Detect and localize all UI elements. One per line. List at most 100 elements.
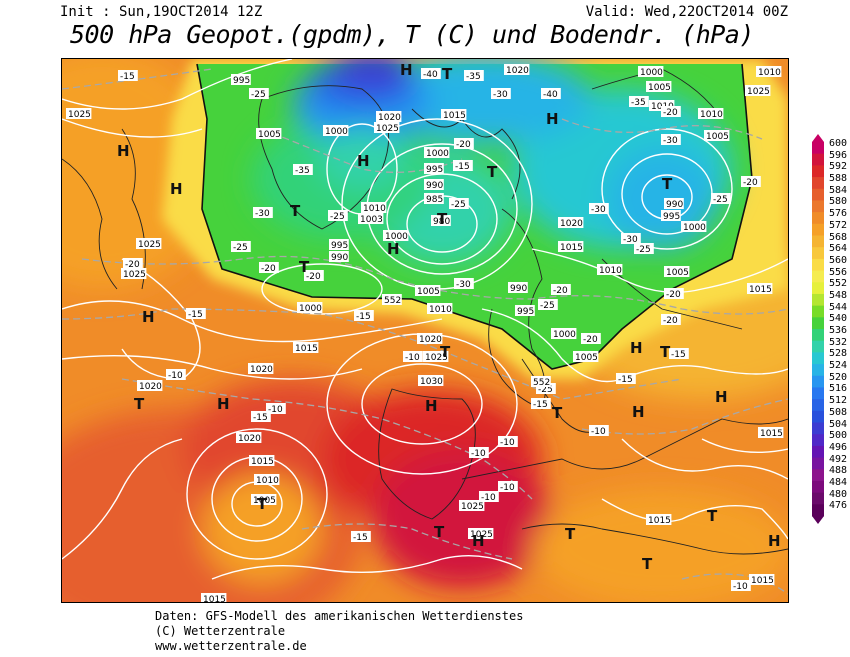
temperature-label: -15 — [186, 308, 206, 320]
pressure-label-box — [201, 593, 227, 602]
pressure-label: 980 — [431, 215, 451, 227]
pressure-label-box — [417, 333, 443, 344]
temperature-label-text: -30 — [456, 280, 471, 290]
pressure-label-text: 1010 — [758, 68, 781, 78]
pressure-label-text: 1020 — [139, 382, 162, 392]
pressure-label: 1005 — [704, 130, 730, 142]
pressure-label-text: 1000 — [640, 68, 663, 78]
pressure-label-text: 1000 — [426, 149, 449, 159]
temperature-label-text: -15 — [533, 400, 548, 410]
pressure-label: 1010 — [597, 264, 623, 276]
color-scale-top-arrow — [812, 134, 824, 142]
pressure-label-text: 1020 — [560, 219, 583, 229]
pressure-label: 1000 — [681, 221, 707, 233]
pressure-label-text: 1020 — [378, 113, 401, 123]
pressure-label: 1015 — [558, 241, 584, 253]
temperature-label: -15 — [531, 398, 551, 410]
valid-time: Valid: Wed,22OCT2014 00Z — [585, 4, 788, 20]
temperature-label-box — [304, 270, 324, 281]
color-scale-swatch — [812, 422, 824, 435]
high-pressure-marker: H — [715, 388, 728, 406]
color-scale-swatch — [812, 177, 824, 190]
temperature-label-text: -20 — [663, 316, 678, 326]
color-scale-label: 532 — [829, 336, 848, 348]
temperature-label-text: -15 — [120, 72, 135, 82]
pressure-label: 990 — [508, 282, 528, 294]
temperature-label-text: -15 — [353, 533, 368, 543]
temperature-label-box — [186, 308, 206, 319]
pressure-label-box — [756, 66, 782, 77]
pressure-label-box — [329, 239, 349, 250]
color-scale — [812, 134, 824, 524]
temperature-label-box — [581, 333, 601, 344]
pressure-label: 1020 — [504, 64, 530, 76]
temperature-label-text: -30 — [255, 209, 270, 219]
color-scale-label: 584 — [829, 184, 848, 196]
temperature-label-box — [351, 531, 371, 542]
temperature-label: -10 — [266, 403, 286, 415]
color-scale-label: 484 — [829, 476, 848, 488]
pressure-label-text: 1025 — [68, 110, 91, 120]
temperature-label-box — [421, 68, 441, 79]
temperature-label-text: -25 — [538, 385, 553, 395]
weather-map: 1010 995 1020 1000 1005 1010 1025 1020 1025 1015 1… — [61, 58, 789, 603]
temperature-label-box — [498, 481, 518, 492]
temperature-label: -15 — [616, 373, 636, 385]
pressure-label-text: 1015 — [203, 595, 226, 603]
pressure-label: 995 — [424, 163, 444, 175]
pressure-label-box — [515, 305, 535, 316]
pressure-label-box — [361, 202, 387, 213]
pressure-label-text: 985 — [426, 195, 443, 205]
pressure-label-text: 1030 — [420, 377, 443, 387]
pressure-label: 1025 — [121, 268, 147, 280]
pressure-label-text: 1015 — [251, 457, 274, 467]
footer-source: Daten: GFS-Modell des amerikanischen Wet… — [155, 609, 524, 623]
temperature-label-text: -10 — [168, 371, 183, 381]
temperature-label: -10 — [589, 425, 609, 437]
temperature-label-box — [328, 210, 348, 221]
temperature-label: -25 — [634, 243, 654, 255]
pressure-label-box — [254, 474, 280, 485]
pressure-label-box — [441, 109, 467, 120]
color-scale-swatch — [812, 223, 824, 236]
color-scale-swatch — [812, 200, 824, 213]
temperature-label-text: -15 — [455, 162, 470, 172]
temperature-label-text: -10 — [481, 493, 496, 503]
color-scale-swatch — [812, 469, 824, 482]
pressure-label-box — [459, 500, 485, 511]
pressure-label-text: 995 — [517, 307, 534, 317]
pressure-label-box — [329, 251, 349, 262]
temperature-label: -20 — [259, 262, 279, 274]
temperature-label-text: -20 — [553, 286, 568, 296]
pressure-label-text: 1005 — [253, 496, 276, 506]
temperature-label-box — [293, 164, 313, 175]
pressure-label-text: 995 — [331, 241, 348, 251]
pressure-label-text: 1020 — [506, 66, 529, 76]
pressure-label-box — [745, 85, 771, 96]
high-pressure-marker: H — [472, 532, 485, 550]
high-pressure-marker: H — [425, 397, 438, 415]
pressure-label-text: 1025 — [425, 353, 448, 363]
temperature-label-text: -40 — [543, 90, 558, 100]
high-pressure-marker: H — [387, 240, 400, 258]
pressure-label-text: 990 — [331, 253, 348, 263]
low-pressure-marker: T — [487, 163, 498, 181]
pressure-label: 1005 — [573, 351, 599, 363]
temperature-label-box — [669, 348, 689, 359]
high-pressure-marker: H — [217, 395, 230, 413]
temperature-label-text: -30 — [591, 205, 606, 215]
pressure-label: 1025 — [468, 528, 494, 540]
temperature-label-box — [616, 373, 636, 384]
pressure-label: 985 — [424, 193, 444, 205]
pressure-label: 1000 — [424, 147, 450, 159]
temperature-label-box — [449, 198, 469, 209]
temperature-label-box — [661, 106, 681, 117]
temperature-label-text: -25 — [330, 212, 345, 222]
color-scale-label: 512 — [829, 395, 848, 407]
color-scale-swatch — [812, 188, 824, 201]
temperature-label-box — [453, 160, 473, 171]
color-scale-swatch — [812, 457, 824, 470]
temperature-label-box — [231, 241, 251, 252]
color-scale-label: 540 — [829, 313, 848, 325]
pressure-label: 1015 — [758, 427, 784, 439]
